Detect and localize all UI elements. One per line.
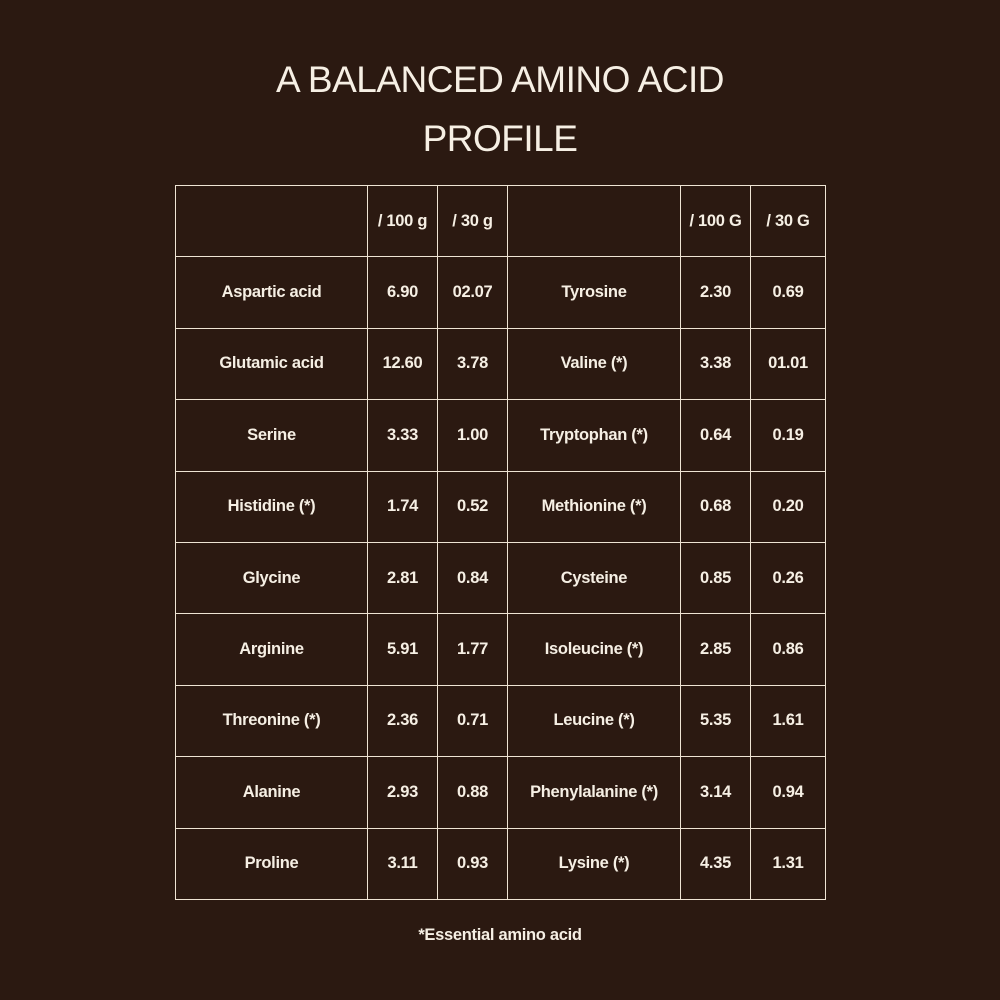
value-per-30g: 1.31 [750,827,826,901]
amino-acid-name: Leucine (*) [507,684,681,758]
header-cell-per-30g-right: / 30 G [750,184,826,258]
header-cell-per-100g-right: / 100 G [680,184,751,258]
value-per-30g: 0.84 [437,541,508,615]
amino-acid-name: Phenylalanine (*) [507,756,681,829]
amino-acid-name: Glycine [175,541,368,615]
title-line-1: A BALANCED AMINO ACID [275,59,725,100]
amino-acid-name: Valine (*) [507,327,681,401]
amino-acid-table: / 100 g / 30 g / 100 G / 30 G Aspartic a… [175,184,826,901]
value-per-100g: 3.33 [367,399,438,472]
amino-acid-name: Histidine (*) [175,470,368,543]
value-per-30g: 0.86 [750,613,826,686]
value-per-100g: 2.81 [367,541,438,615]
table-header-row: / 100 g / 30 g / 100 G / 30 G [175,184,826,258]
amino-acid-name: Tryptophan (*) [507,399,681,472]
title-line-2: PROFILE [422,118,578,159]
table-row: Aspartic acid 6.90 02.07 Tyrosine 2.30 0… [175,256,826,329]
amino-acid-name: Cysteine [507,541,681,615]
value-per-30g: 1.77 [437,613,508,686]
footnote: *Essential amino acid [418,926,582,944]
value-per-30g: 02.07 [437,256,508,329]
table-row: Histidine (*) 1.74 0.52 Methionine (*) 0… [175,470,826,543]
value-per-30g: 0.94 [750,756,826,829]
table-row: Glutamic acid 12.60 3.78 Valine (*) 3.38… [175,327,826,401]
value-per-30g: 1.61 [750,684,826,758]
table-row: Arginine 5.91 1.77 Isoleucine (*) 2.85 0… [175,613,826,686]
value-per-100g: 0.68 [680,470,751,543]
amino-acid-name: Threonine (*) [175,684,368,758]
value-per-30g: 0.26 [750,541,826,615]
amino-acid-name: Isoleucine (*) [507,613,681,686]
amino-acid-name: Proline [175,827,368,901]
value-per-30g: 0.71 [437,684,508,758]
value-per-100g: 4.35 [680,827,751,901]
header-cell-name-right [507,184,681,258]
amino-acid-name: Lysine (*) [507,827,681,901]
value-per-30g: 0.20 [750,470,826,543]
value-per-30g: 0.19 [750,399,826,472]
header-cell-per-100g-left: / 100 g [367,184,438,258]
value-per-100g: 5.35 [680,684,751,758]
table-row: Threonine (*) 2.36 0.71 Leucine (*) 5.35… [175,684,826,758]
amino-acid-name: Aspartic acid [175,256,368,329]
value-per-30g: 0.52 [437,470,508,543]
value-per-30g: 0.93 [437,827,508,901]
amino-acid-name: Tyrosine [507,256,681,329]
value-per-30g: 1.00 [437,399,508,472]
value-per-100g: 3.11 [367,827,438,901]
value-per-100g: 2.30 [680,256,751,329]
value-per-100g: 5.91 [367,613,438,686]
amino-acid-name: Serine [175,399,368,472]
header-cell-name-left [175,184,368,258]
value-per-100g: 1.74 [367,470,438,543]
amino-acid-name: Alanine [175,756,368,829]
table-row: Proline 3.11 0.93 Lysine (*) 4.35 1.31 [175,827,826,901]
value-per-100g: 0.64 [680,399,751,472]
value-per-100g: 2.93 [367,756,438,829]
value-per-100g: 3.38 [680,327,751,401]
value-per-100g: 2.36 [367,684,438,758]
header-cell-per-30g-left: / 30 g [437,184,508,258]
value-per-30g: 3.78 [437,327,508,401]
value-per-30g: 0.88 [437,756,508,829]
value-per-100g: 2.85 [680,613,751,686]
table-row: Serine 3.33 1.00 Tryptophan (*) 0.64 0.1… [175,399,826,472]
table-row: Alanine 2.93 0.88 Phenylalanine (*) 3.14… [175,756,826,829]
value-per-100g: 3.14 [680,756,751,829]
amino-acid-name: Methionine (*) [507,470,681,543]
amino-acid-name: Arginine [175,613,368,686]
value-per-100g: 6.90 [367,256,438,329]
value-per-30g: 01.01 [750,327,826,401]
page-title: A BALANCED AMINO ACID PROFILE [0,50,1000,168]
table-row: Glycine 2.81 0.84 Cysteine 0.85 0.26 [175,541,826,615]
amino-acid-name: Glutamic acid [175,327,368,401]
value-per-30g: 0.69 [750,256,826,329]
value-per-100g: 12.60 [367,327,438,401]
value-per-100g: 0.85 [680,541,751,615]
